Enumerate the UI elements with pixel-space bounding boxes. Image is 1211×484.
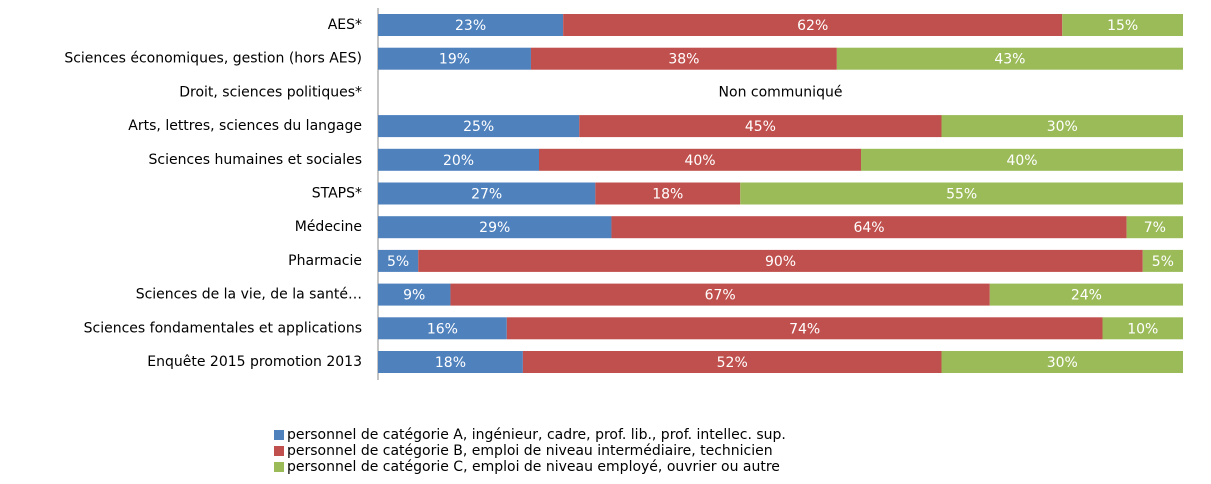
value-label: 90% <box>765 254 796 270</box>
bar-segment <box>611 216 1127 239</box>
category-label: Enquête 2015 promotion 2013 <box>147 354 362 370</box>
category-label: Sciences fondamentales et applications <box>84 320 362 336</box>
value-label: 15% <box>1107 18 1138 34</box>
category-label: Sciences économiques, gestion (hors AES) <box>64 51 362 67</box>
bar-segment <box>861 148 1183 171</box>
bar-segment <box>836 47 1183 70</box>
value-label: 16% <box>427 321 458 337</box>
category-label: Pharmacie <box>288 253 362 269</box>
legend-swatch <box>274 462 284 472</box>
value-label: 7% <box>1144 220 1166 236</box>
bar-segment <box>989 283 1183 306</box>
value-label: 40% <box>1006 153 1037 169</box>
category-label: Médecine <box>295 219 362 235</box>
annotation: Non communiqué <box>719 84 843 100</box>
value-label: 52% <box>717 355 748 371</box>
bar-segment <box>378 14 564 36</box>
value-label: 19% <box>439 52 470 68</box>
value-label: 38% <box>668 52 699 68</box>
bar-segment <box>1102 317 1183 340</box>
category-label: Droit, sciences politiques* <box>179 84 362 100</box>
value-label: 45% <box>745 119 776 135</box>
bar-segment <box>595 182 741 205</box>
legend-label: personnel de catégorie C, emploi de nive… <box>287 459 780 475</box>
value-label: 30% <box>1047 355 1078 371</box>
bar-segment <box>1126 216 1183 239</box>
bar-segment <box>530 47 837 70</box>
bar-segment <box>378 249 419 272</box>
bar-segment <box>450 283 990 306</box>
value-label: 55% <box>946 187 977 203</box>
bar-segment <box>941 351 1183 373</box>
bar-segment <box>378 351 523 373</box>
value-label: 24% <box>1071 288 1102 304</box>
value-label: 25% <box>463 119 494 135</box>
bar-segment <box>378 317 507 340</box>
category-label: Sciences de la vie, de la santé… <box>136 287 362 303</box>
value-label: 40% <box>684 153 715 169</box>
bar-segment <box>740 182 1183 205</box>
value-label: 64% <box>853 220 884 236</box>
category-label: STAPS* <box>312 186 362 202</box>
bar-segment <box>378 115 580 138</box>
value-label: 67% <box>705 288 736 304</box>
legend-label: personnel de catégorie B, emploi de nive… <box>287 443 773 459</box>
bar-segment <box>563 14 1063 36</box>
legend-swatch <box>274 430 284 440</box>
bar-segment <box>1142 249 1183 272</box>
value-label: 23% <box>455 18 486 34</box>
bar-segment <box>579 115 942 138</box>
value-label: 43% <box>994 52 1025 68</box>
value-label: 74% <box>789 321 820 337</box>
bar-segment <box>539 148 861 171</box>
legend-label: personnel de catégorie A, ingénieur, cad… <box>287 427 786 443</box>
value-label: 30% <box>1047 119 1078 135</box>
bar-segment <box>1062 14 1183 36</box>
bar-segment <box>378 148 539 171</box>
bar-segment <box>941 115 1183 138</box>
value-label: 62% <box>797 18 828 34</box>
value-label: 18% <box>652 187 683 203</box>
value-label: 9% <box>403 288 425 304</box>
value-label: 20% <box>443 153 474 169</box>
bar-segment <box>378 216 612 239</box>
bar-segment <box>378 47 531 70</box>
bar-segment <box>378 283 451 306</box>
value-label: 29% <box>479 220 510 236</box>
legend-swatch <box>274 446 284 456</box>
category-label: AES* <box>328 17 362 33</box>
value-label: 10% <box>1127 321 1158 337</box>
bar-segment <box>522 351 942 373</box>
value-label: 5% <box>387 254 409 270</box>
value-label: 27% <box>471 187 502 203</box>
bar-segment <box>418 249 1143 272</box>
value-label: 5% <box>1152 254 1174 270</box>
value-label: 18% <box>435 355 466 371</box>
bar-segment <box>378 182 596 205</box>
category-label: Sciences humaines et sociales <box>149 152 362 168</box>
category-label: Arts, lettres, sciences du langage <box>128 118 362 134</box>
bar-segment <box>506 317 1103 340</box>
